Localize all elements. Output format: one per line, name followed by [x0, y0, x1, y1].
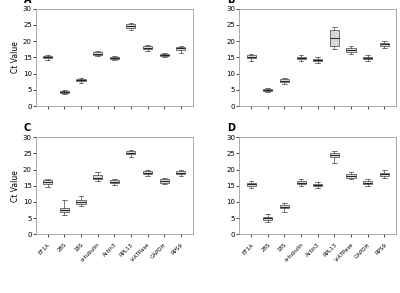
PathPatch shape: [76, 79, 86, 81]
PathPatch shape: [313, 184, 322, 186]
PathPatch shape: [76, 200, 86, 204]
PathPatch shape: [330, 153, 339, 157]
Text: D: D: [227, 123, 235, 133]
PathPatch shape: [93, 52, 102, 55]
PathPatch shape: [280, 79, 289, 82]
PathPatch shape: [60, 91, 69, 93]
Text: B: B: [227, 0, 234, 5]
PathPatch shape: [93, 176, 102, 179]
Y-axis label: Ct Value: Ct Value: [11, 42, 20, 73]
PathPatch shape: [330, 30, 339, 46]
Text: A: A: [24, 0, 31, 5]
PathPatch shape: [160, 179, 169, 183]
PathPatch shape: [110, 180, 119, 183]
PathPatch shape: [60, 208, 69, 212]
PathPatch shape: [280, 205, 289, 208]
PathPatch shape: [363, 181, 372, 184]
PathPatch shape: [246, 55, 256, 58]
PathPatch shape: [296, 181, 306, 184]
PathPatch shape: [126, 151, 136, 154]
Y-axis label: Ct Value: Ct Value: [11, 170, 20, 202]
PathPatch shape: [313, 59, 322, 61]
PathPatch shape: [346, 174, 356, 178]
PathPatch shape: [143, 171, 152, 174]
PathPatch shape: [43, 180, 52, 184]
Text: C: C: [24, 123, 31, 133]
PathPatch shape: [246, 183, 256, 186]
PathPatch shape: [176, 171, 186, 174]
PathPatch shape: [176, 47, 186, 50]
PathPatch shape: [110, 57, 119, 59]
PathPatch shape: [296, 57, 306, 59]
PathPatch shape: [346, 48, 356, 52]
PathPatch shape: [263, 89, 272, 91]
PathPatch shape: [143, 46, 152, 49]
PathPatch shape: [363, 57, 372, 59]
PathPatch shape: [43, 57, 52, 58]
PathPatch shape: [380, 173, 389, 176]
PathPatch shape: [126, 24, 136, 28]
PathPatch shape: [263, 217, 272, 220]
PathPatch shape: [380, 43, 389, 46]
PathPatch shape: [160, 54, 169, 56]
